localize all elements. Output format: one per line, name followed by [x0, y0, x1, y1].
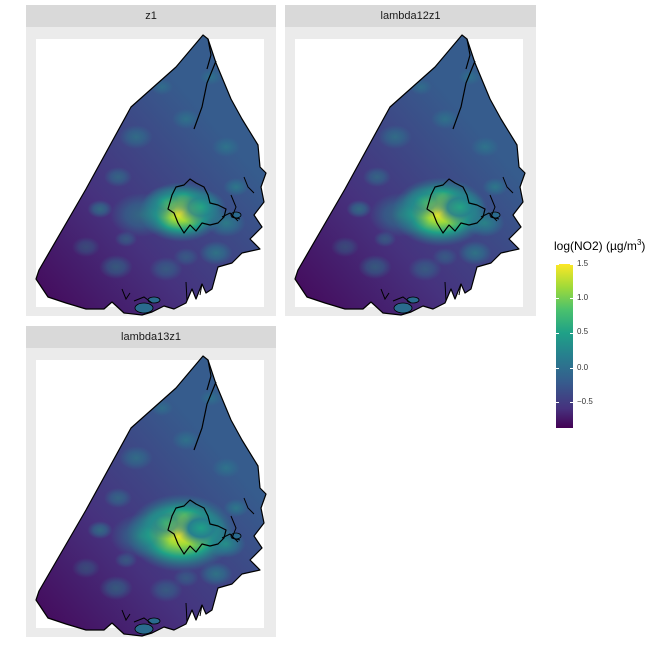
facet-panel-lambda12z1: lambda12z1	[285, 5, 536, 316]
facet-strip-lambda12z1: lambda12z1	[285, 5, 536, 27]
no2-map	[294, 34, 526, 316]
water-body	[134, 302, 154, 314]
estuary-lines	[121, 176, 255, 304]
tick-label-0-0: 0.0	[577, 363, 589, 372]
facet-strip-lambda13z1: lambda13z1	[26, 326, 276, 348]
colorbar	[556, 264, 573, 428]
tick-mark	[570, 368, 573, 369]
tick-mark	[556, 298, 559, 299]
map-plot-area	[26, 348, 276, 637]
water-body	[147, 617, 161, 625]
facet-strip-z1: z1	[26, 5, 276, 27]
region-outline	[294, 34, 526, 316]
tick-label-0-5: 0.5	[577, 327, 589, 336]
tick-label-neg-0-5: −0.5	[577, 397, 593, 406]
tick-mark	[570, 333, 573, 334]
water-body	[134, 623, 154, 635]
region-outline	[35, 355, 267, 637]
city-boundary	[167, 499, 227, 555]
tick-mark	[556, 402, 559, 403]
map-plot-area	[26, 27, 276, 316]
tick-mark	[556, 368, 559, 369]
facet-panel-z1: z1	[26, 5, 276, 316]
map-plot-area	[285, 27, 536, 316]
city-boundary	[426, 178, 486, 234]
river-line	[193, 359, 217, 451]
color-legend: log(NO2) (µg/m3) 1.5 1.0 0.5 0.0 −0.5	[552, 238, 664, 438]
tick-label-1-5: 1.5	[577, 259, 589, 268]
water-body	[406, 296, 420, 304]
facet-panel-lambda13z1: lambda13z1	[26, 326, 276, 637]
tick-mark	[570, 298, 573, 299]
tick-mark	[570, 402, 573, 403]
region-outline	[35, 34, 267, 316]
river-line	[193, 38, 217, 130]
estuary-lines	[121, 497, 255, 625]
no2-map	[35, 355, 267, 637]
tick-label-1-0: 1.0	[577, 293, 589, 302]
no2-map	[35, 34, 267, 316]
facet-label: lambda13z1	[121, 331, 181, 343]
water-body	[393, 302, 413, 314]
legend-title: log(NO2) (µg/m3)	[554, 238, 646, 253]
river-line	[452, 38, 476, 130]
estuary-lines	[380, 176, 514, 304]
tick-mark	[556, 333, 559, 334]
tick-mark	[570, 264, 573, 265]
tick-mark	[556, 264, 559, 265]
facet-label: lambda12z1	[380, 10, 441, 22]
city-boundary	[167, 178, 227, 234]
water-body	[147, 296, 161, 304]
facet-label: z1	[145, 10, 157, 22]
